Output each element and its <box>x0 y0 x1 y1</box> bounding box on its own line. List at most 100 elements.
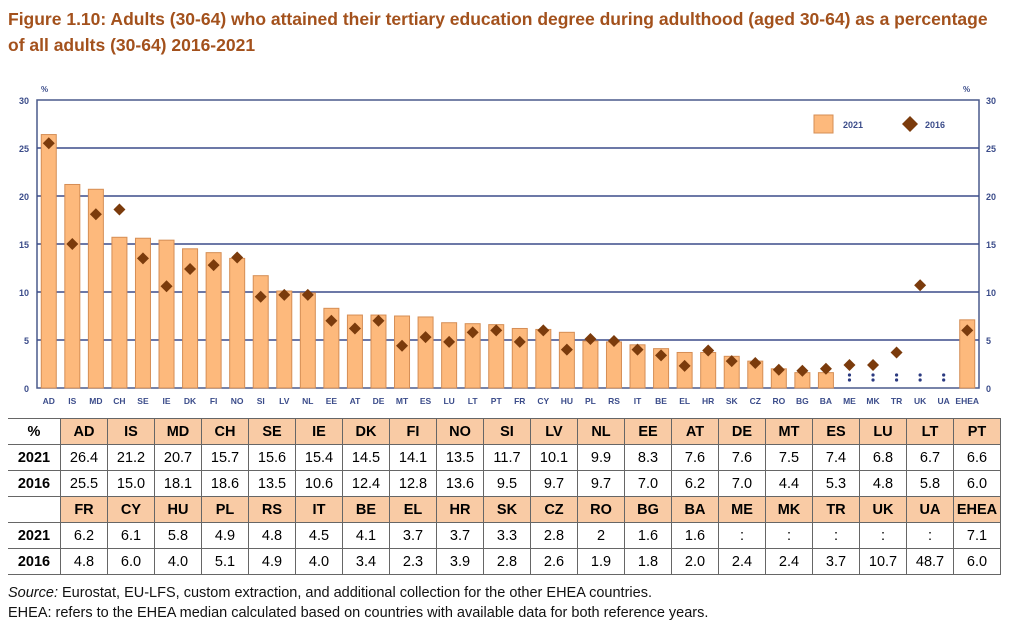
table-row-2016: 2016 4.8 6.0 4.0 5.1 4.9 4.0 3.4 2.3 3.9 2.8 2.6 1.9… <box>8 548 1001 575</box>
x-tick-label: EE <box>326 396 338 406</box>
table-cell: 7.6 <box>718 444 766 471</box>
table-cell: 2.0 <box>671 548 719 575</box>
column-header: UA <box>906 496 954 523</box>
bar-2021 <box>205 252 222 389</box>
x-tick-label: RO <box>772 396 785 406</box>
column-header: UK <box>859 496 907 523</box>
x-tick-label: CZ <box>750 396 761 406</box>
marker-2016 <box>678 359 691 372</box>
source-text: Eurostat, EU-LFS, custom extraction, and… <box>57 585 652 601</box>
column-header: LV <box>530 418 578 445</box>
table-cell: 13.5 <box>248 470 296 497</box>
x-tick-label: RS <box>608 396 620 406</box>
bar-2021 <box>323 307 340 389</box>
y-tick-left: 30 <box>19 96 29 106</box>
column-header: RS <box>248 496 296 523</box>
missing-marker <box>847 378 852 382</box>
table-cell: 5.1 <box>201 548 249 575</box>
marker-2016 <box>348 322 361 335</box>
table-cell: 2.8 <box>483 548 531 575</box>
x-tick-label: SE <box>137 396 149 406</box>
table-cell: 4.1 <box>342 522 390 549</box>
marker-2016 <box>231 251 244 264</box>
column-header: FI <box>389 418 437 445</box>
marker-2016 <box>749 357 762 370</box>
column-header: RO <box>577 496 625 523</box>
x-tick-label: IS <box>68 396 76 406</box>
table-cell: 9.9 <box>577 444 625 471</box>
bar-2021 <box>158 239 175 389</box>
missing-marker <box>918 378 922 382</box>
bar-2021 <box>252 275 269 389</box>
missing-marker <box>942 378 946 382</box>
column-header: DK <box>342 418 390 445</box>
marker-2016 <box>490 324 503 337</box>
bar-2021 <box>582 340 599 389</box>
table-cell: 3.7 <box>436 522 484 549</box>
table-cell: : <box>906 522 954 549</box>
column-header: CY <box>107 496 155 523</box>
marker-2016 <box>113 203 126 216</box>
table-cell: 25.5 <box>60 470 108 497</box>
unit-label-left: % <box>41 85 48 94</box>
y-tick-left: 15 <box>19 240 29 250</box>
marker-2016 <box>466 326 479 339</box>
table-cell: 6.2 <box>60 522 108 549</box>
x-tick-label: FR <box>514 396 525 406</box>
row-label: % <box>8 418 61 445</box>
table-cell: 4.8 <box>859 470 907 497</box>
marker-2016 <box>396 339 409 352</box>
column-header: IS <box>107 418 155 445</box>
table-cell: 7.5 <box>765 444 813 471</box>
x-tick-label: ES <box>420 396 432 406</box>
marker-2016 <box>89 208 102 221</box>
x-tick-label: IE <box>163 396 171 406</box>
x-tick-label: CH <box>113 396 125 406</box>
table-cell: 5.8 <box>154 522 202 549</box>
marker-2016 <box>560 343 573 356</box>
column-header: SE <box>248 418 296 445</box>
column-header: NO <box>436 418 484 445</box>
column-header: CZ <box>530 496 578 523</box>
table-cell: 2.4 <box>718 548 766 575</box>
table-cell: 3.3 <box>483 522 531 549</box>
marker-2016 <box>819 362 832 375</box>
column-header: BE <box>342 496 390 523</box>
bar-2021 <box>40 134 57 389</box>
marker-2016 <box>66 238 79 250</box>
column-header: AD <box>60 418 108 445</box>
bar-2021 <box>299 292 316 389</box>
table-cell: : <box>765 522 813 549</box>
source-note: Source: Eurostat, EU-LFS, custom extract… <box>8 583 708 623</box>
x-tick-label: BA <box>820 396 832 406</box>
column-header: MT <box>765 418 813 445</box>
bar-2021 <box>959 319 976 389</box>
marker-2016 <box>607 334 620 347</box>
table-cell: 4.9 <box>248 548 296 575</box>
bar-2021 <box>441 322 458 389</box>
x-tick-label: BG <box>796 396 809 406</box>
table-cell: 7.0 <box>718 470 766 497</box>
table-row-2021: 2021 6.2 6.1 5.8 4.9 4.8 4.5 4.1 3.7 3.7 3.3 2.8 2 1.… <box>8 522 1001 549</box>
table-cell: 6.8 <box>859 444 907 471</box>
x-tick-label: EHEA <box>955 396 979 406</box>
missing-marker <box>871 373 875 377</box>
x-tick-label: BE <box>655 396 667 406</box>
x-tick-label: DE <box>373 396 385 406</box>
marker-2016 <box>136 252 149 265</box>
y-tick-right: 30 <box>986 96 996 106</box>
table-cell: 14.5 <box>342 444 390 471</box>
legend-swatch-2016 <box>902 116 918 132</box>
x-tick-label: NO <box>231 396 244 406</box>
row-label: 2016 <box>8 470 61 497</box>
table-cell: 1.6 <box>671 522 719 549</box>
table-cell: 6.6 <box>953 444 1001 471</box>
bar-2021 <box>558 331 575 389</box>
bar-2021 <box>535 328 552 389</box>
marker-2016 <box>325 314 338 327</box>
table-cell: 3.9 <box>436 548 484 575</box>
table-cell: 15.7 <box>201 444 249 471</box>
marker-2016 <box>537 324 550 337</box>
table-cell: 13.5 <box>436 444 484 471</box>
table-cell: 9.5 <box>483 470 531 497</box>
